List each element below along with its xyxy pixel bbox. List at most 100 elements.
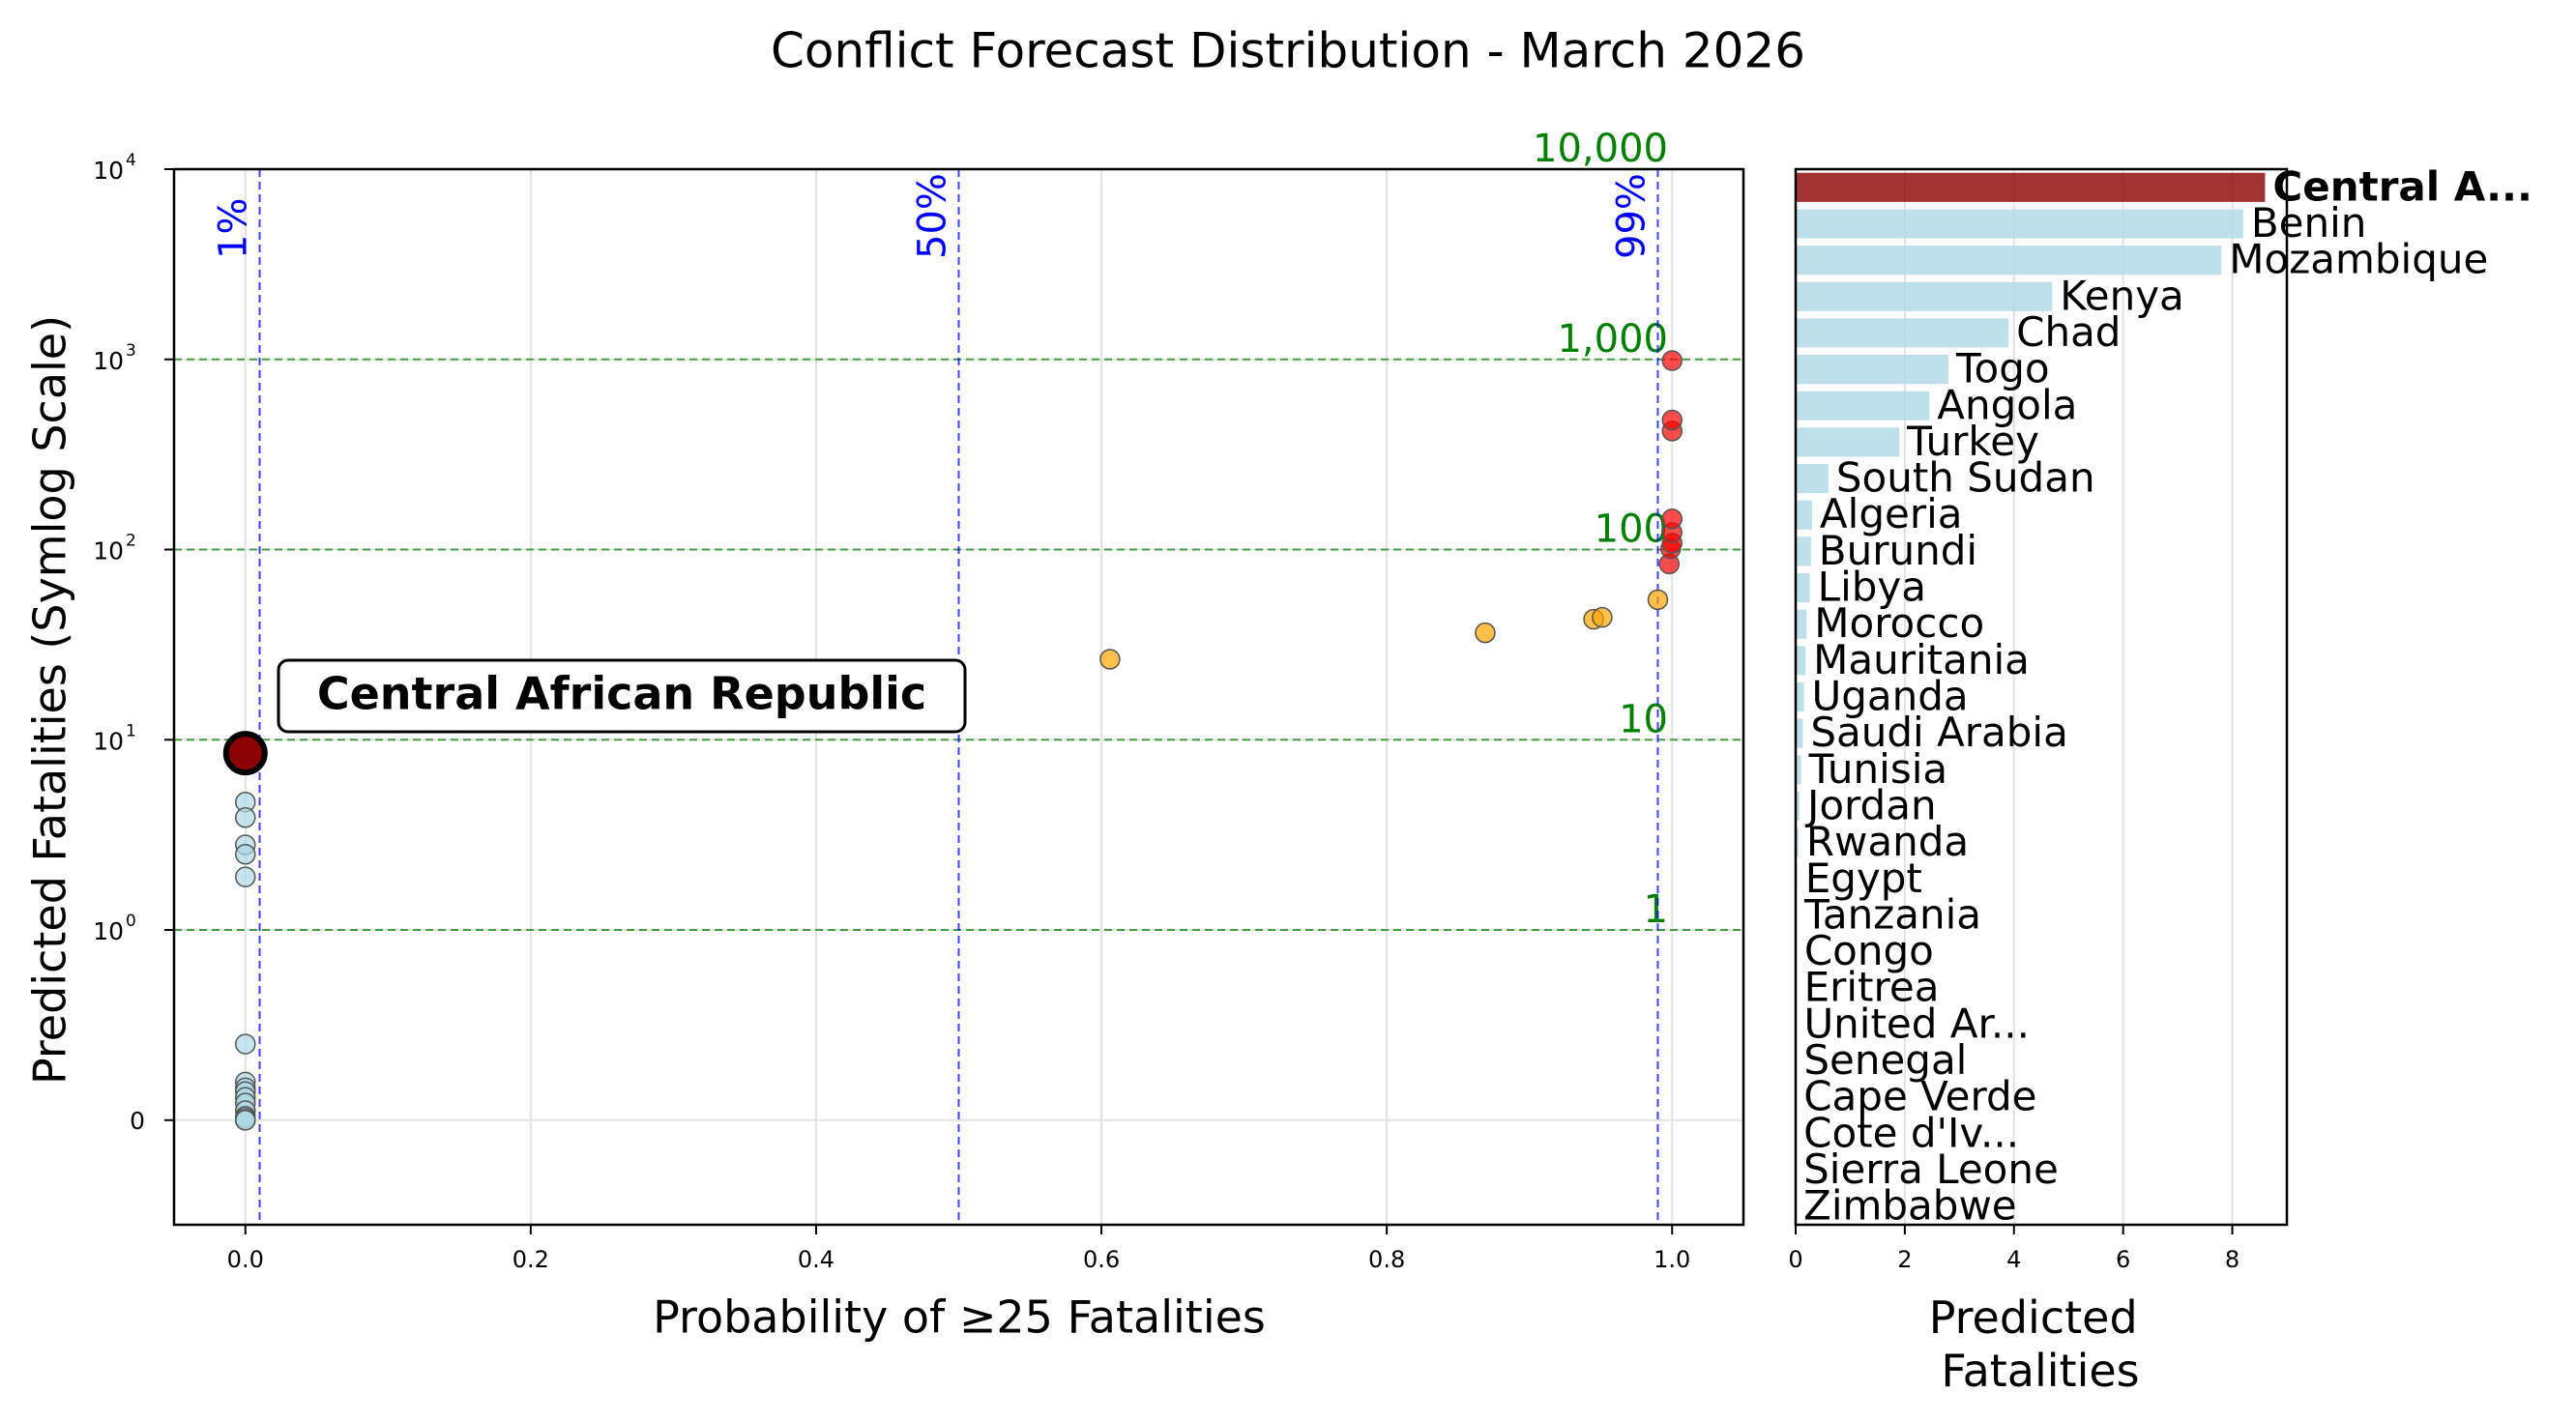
scatter-point-medium <box>1475 622 1496 644</box>
bar-x-tick-label: 2 <box>1897 1246 1912 1273</box>
bar-x-tick-label: 4 <box>2006 1246 2021 1273</box>
bar-x-axis-label: Predicted Fatalities <box>1929 1291 2152 1397</box>
bar-label: Mauritania <box>1813 636 2030 683</box>
bar-label: Libya <box>1818 564 1926 611</box>
bar-label: Tunisia <box>1808 745 1947 793</box>
scatter-point-medium <box>1592 606 1613 628</box>
bar-south-sudan <box>1796 464 1829 494</box>
vertical-reference-label: 50% <box>911 173 955 259</box>
scatter-y-tick-label: 10 <box>93 157 124 185</box>
bar-label: Uganda <box>1811 673 1968 720</box>
bar-x-tick-label: 6 <box>2116 1246 2130 1273</box>
horizontal-reference-label: 10,000 <box>1533 127 1668 171</box>
scatter-point-low <box>235 806 256 828</box>
scatter-y-tick-label: 10 <box>93 347 124 375</box>
bar-label: Cote d'Iv... <box>1803 1109 2019 1156</box>
bar-label: Chad <box>2016 308 2121 356</box>
vertical-reference-label: 99% <box>1609 173 1654 259</box>
bar-morocco <box>1796 609 1807 639</box>
bar-axes-frame <box>1794 167 2289 1227</box>
horizontal-reference-label: 10 <box>1619 697 1668 741</box>
bar-kenya <box>1796 281 2053 311</box>
scatter-y-tick-label: 10 <box>93 917 124 945</box>
scatter-y-axis-label: Predicted Fatalities (Symlog Scale) <box>24 315 76 1085</box>
bar-x-tick-label: 8 <box>2225 1246 2239 1273</box>
bar-label: Morocco <box>1814 599 1984 647</box>
highlight-label: Central African Republic <box>317 668 926 720</box>
scatter-y-tick-exponent: 0 <box>126 912 136 931</box>
horizontal-reference-label: 100 <box>1595 508 1668 552</box>
scatter-point-medium <box>1647 589 1669 611</box>
scatter-y-tick-exponent: 2 <box>126 532 136 551</box>
bar-chad <box>1796 318 2009 348</box>
bar-label: Kenya <box>2060 272 2184 319</box>
bar-label: Rwanda <box>1806 818 1969 865</box>
scatter-x-tick-label: 0.2 <box>512 1246 549 1273</box>
bar-label: Eritrea <box>1804 964 1940 1011</box>
scatter-x-tick-label: 0.4 <box>798 1246 834 1273</box>
bar-mauritania <box>1796 646 1806 676</box>
scatter-y-tick-exponent: 3 <box>126 341 136 361</box>
scatter-point-high <box>1661 350 1683 371</box>
scatter-x-tick-label: 1.0 <box>1654 1246 1690 1273</box>
bar-jordan <box>1796 791 1800 822</box>
scatter-x-tick-label: 0.8 <box>1368 1246 1405 1273</box>
bar-algeria <box>1796 500 1812 530</box>
bar-label: Mozambique <box>2229 236 2488 283</box>
bar-label: Tanzania <box>1803 890 1981 938</box>
scatter-point-medium <box>1099 649 1121 670</box>
scatter-point-low <box>235 1033 256 1055</box>
bar-togo <box>1796 355 1949 385</box>
bar-mozambique <box>1796 246 2222 276</box>
horizontal-reference-label: 1,000 <box>1557 317 1668 362</box>
bar-libya <box>1796 572 1810 603</box>
bar-label: Angola <box>1937 381 2077 428</box>
bar-burundi <box>1796 536 1811 566</box>
figure-title: Conflict Forecast Distribution - March 2… <box>771 23 1805 79</box>
scatter-y-tick-label: 10 <box>93 727 124 755</box>
bar-label: Egypt <box>1805 855 1922 902</box>
bar-label: Congo <box>1804 927 1934 974</box>
scatter-y-tick-exponent: 1 <box>126 721 136 740</box>
bar-label: Togo <box>1955 345 2050 392</box>
scatter-x-axis-label: Probability of ≥25 Fatalities <box>653 1291 1266 1344</box>
bar-label: Saudi Arabia <box>1810 709 2068 756</box>
bar-x-axis-label-line-2: Fatalities <box>1941 1345 2139 1397</box>
bar-label: Senegal <box>1803 1036 1967 1084</box>
scatter-point-low <box>235 843 256 865</box>
bar-tunisia <box>1796 755 1801 785</box>
scatter-point-high <box>1661 409 1683 431</box>
horizontal-reference-label: 1 <box>1644 887 1668 932</box>
bar-uganda <box>1796 682 1804 712</box>
highlight-label-box <box>277 658 967 734</box>
bar-x-tick-label: 0 <box>1788 1246 1802 1273</box>
scatter-x-tick-label: 0.0 <box>227 1246 264 1273</box>
scatter-y-tick-exponent: 4 <box>126 151 136 170</box>
bar-rwanda <box>1796 827 1799 857</box>
scatter-point-high <box>1661 508 1683 530</box>
bar-label: Zimbabwe <box>1803 1182 2017 1230</box>
bar-turkey <box>1796 427 1900 457</box>
bar-label: Sierra Leone <box>1803 1146 2059 1193</box>
scatter-point-low <box>235 866 256 887</box>
scatter-x-tick-label: 0.6 <box>1083 1246 1120 1273</box>
scatter-y-tick-label: 10 <box>93 537 124 566</box>
bar-label: South Sudan <box>1836 454 2095 502</box>
scatter-point-low <box>235 1110 256 1131</box>
vertical-reference-label: 1% <box>212 198 256 259</box>
bar-label: Benin <box>2251 199 2367 246</box>
scatter-axes-frame <box>172 167 1745 1227</box>
bar-label: Jordan <box>1804 781 1937 828</box>
bar-label: Burundi <box>1819 527 1977 574</box>
bar-label: United Ar... <box>1803 1000 2030 1047</box>
bar-label: Algeria <box>1820 490 1963 537</box>
bar-x-axis-label-line-1: Predicted <box>1929 1291 2138 1344</box>
bar-label: Turkey <box>1906 418 2039 465</box>
bar-saudi-arabia <box>1796 718 1803 748</box>
bar-label: Cape Verde <box>1803 1073 2036 1120</box>
bar-central-a <box>1796 172 2266 202</box>
bar-angola <box>1796 391 1930 420</box>
